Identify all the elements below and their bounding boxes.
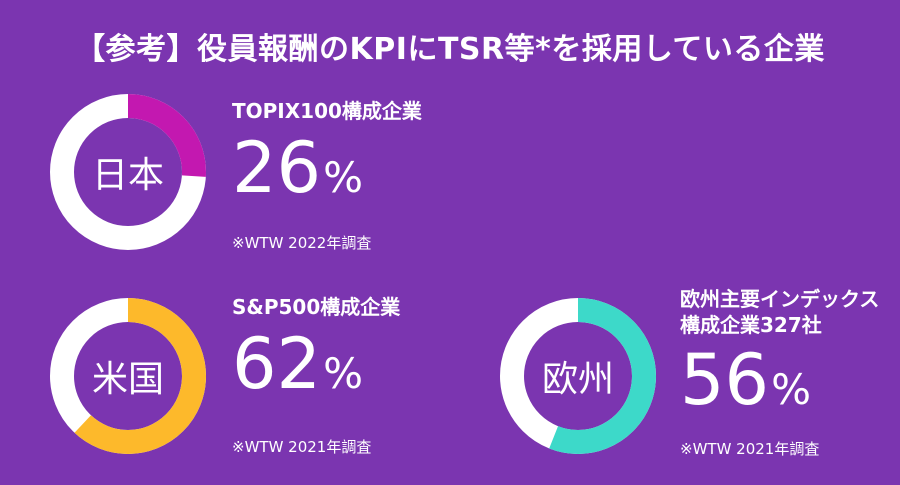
percentage-japan: 26% bbox=[232, 130, 422, 216]
percentage-unit-us: % bbox=[323, 349, 363, 398]
percentage-europe: 56% bbox=[680, 342, 879, 428]
index-label-japan: TOPIX100構成企業 bbox=[232, 99, 422, 123]
donut-arc-us bbox=[50, 298, 206, 454]
page-title: 【参考】役員報酬のKPIにTSR等*を採用している企業 bbox=[75, 32, 825, 67]
index-label-europe-line-1: 欧州主要インデックス bbox=[680, 287, 880, 311]
region-label-europe: 欧州 bbox=[541, 359, 614, 400]
region-label-us: 米国 bbox=[91, 359, 164, 400]
percentage-value-japan: 26 bbox=[232, 127, 322, 209]
index-label-europe-line-2: 構成企業327社 bbox=[680, 313, 822, 337]
percentage-unit-japan: % bbox=[323, 153, 363, 202]
index-label-us: S&P500構成企業 bbox=[232, 295, 401, 319]
donut-chart-japan: 日本 bbox=[48, 92, 208, 252]
donut-chart-europe: 欧州 bbox=[498, 296, 658, 456]
source-note-us: ※WTW 2021年調査 bbox=[232, 438, 372, 456]
percentage-value-us: 62 bbox=[232, 323, 322, 405]
donut-chart-us: 米国 bbox=[48, 296, 208, 456]
source-note-europe: ※WTW 2021年調査 bbox=[680, 440, 820, 458]
percentage-value-europe: 56 bbox=[680, 339, 770, 421]
percentage-unit-europe: % bbox=[771, 365, 811, 414]
donut-arc-japan bbox=[50, 94, 206, 250]
source-note-japan: ※WTW 2022年調査 bbox=[232, 234, 372, 252]
region-label-japan: 日本 bbox=[91, 155, 164, 196]
percentage-us: 62% bbox=[232, 326, 400, 412]
donut-arc-europe bbox=[500, 298, 656, 454]
